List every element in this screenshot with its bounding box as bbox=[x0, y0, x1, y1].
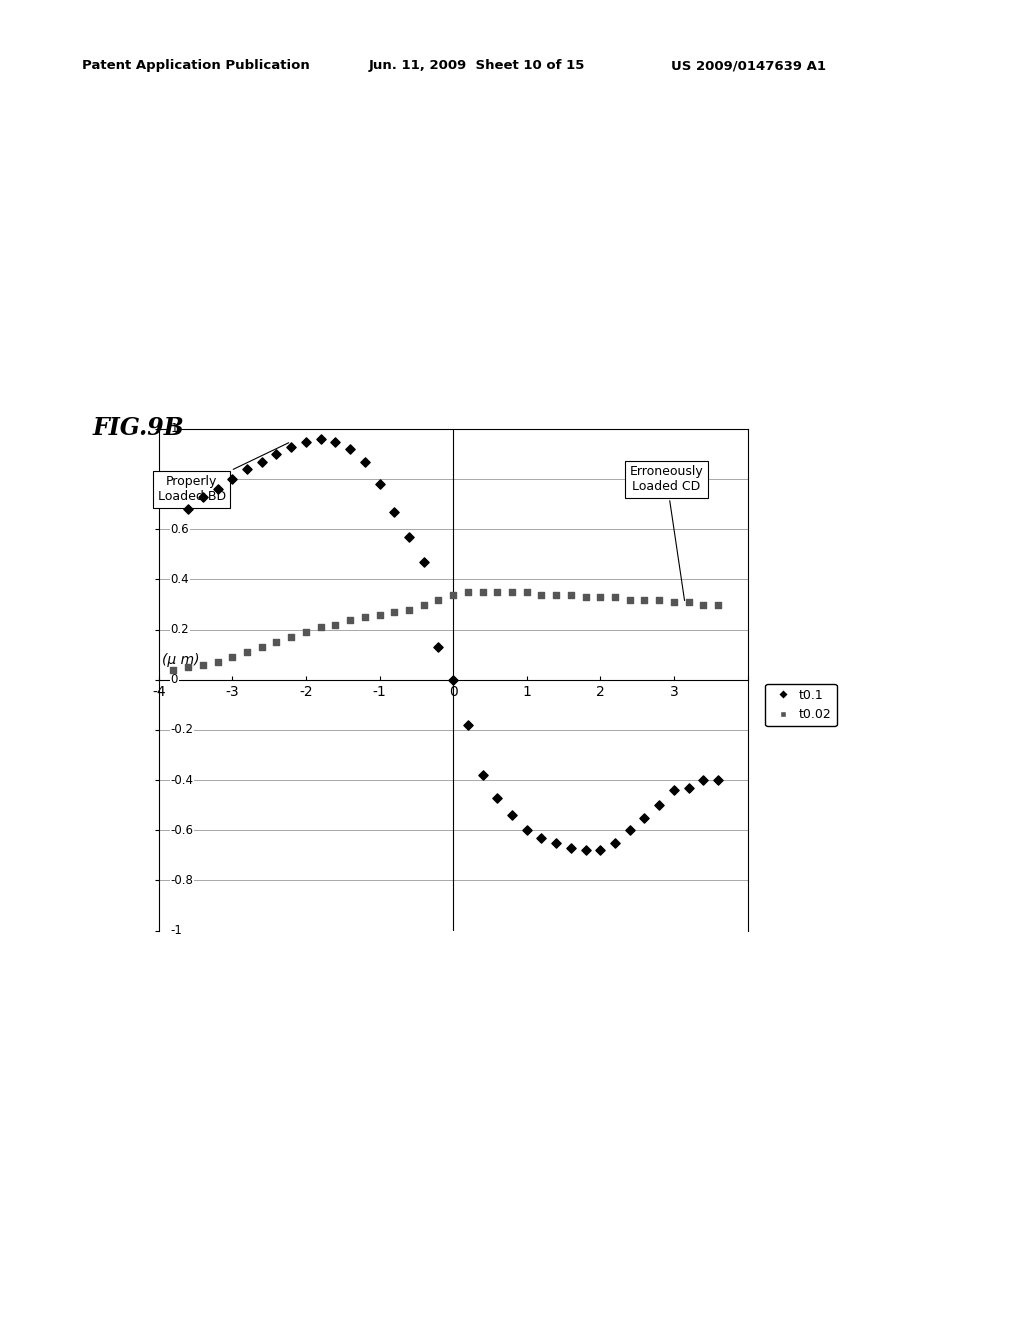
Point bbox=[356, 606, 373, 627]
Point bbox=[195, 655, 211, 676]
Point bbox=[695, 594, 712, 615]
Point bbox=[666, 780, 682, 801]
Point bbox=[268, 631, 285, 652]
Point bbox=[504, 805, 520, 826]
Text: 0.4: 0.4 bbox=[170, 573, 189, 586]
Text: -0.4: -0.4 bbox=[170, 774, 194, 787]
Point bbox=[224, 647, 241, 668]
Point bbox=[534, 583, 550, 605]
Point bbox=[195, 486, 211, 507]
Text: 0.8: 0.8 bbox=[170, 473, 189, 486]
Point bbox=[254, 636, 270, 657]
Point bbox=[312, 429, 329, 450]
Point bbox=[518, 820, 535, 841]
Point bbox=[298, 622, 314, 643]
Point bbox=[666, 591, 682, 612]
Point bbox=[210, 652, 226, 673]
Point bbox=[356, 451, 373, 473]
Text: Properly
Loaded BD: Properly Loaded BD bbox=[158, 442, 289, 503]
Text: 0.2: 0.2 bbox=[170, 623, 189, 636]
Point bbox=[210, 479, 226, 500]
Point bbox=[607, 833, 624, 854]
Point bbox=[548, 833, 564, 854]
Text: US 2009/0147639 A1: US 2009/0147639 A1 bbox=[671, 59, 825, 73]
Point bbox=[563, 583, 580, 605]
Point bbox=[680, 591, 696, 612]
Point bbox=[180, 499, 197, 520]
Point bbox=[578, 586, 594, 607]
Point bbox=[636, 589, 652, 610]
Point bbox=[430, 636, 446, 657]
Point bbox=[504, 581, 520, 602]
Point bbox=[239, 642, 255, 663]
Text: Jun. 11, 2009  Sheet 10 of 15: Jun. 11, 2009 Sheet 10 of 15 bbox=[369, 59, 585, 73]
Point bbox=[298, 430, 314, 451]
Text: FIG.9B: FIG.9B bbox=[92, 416, 184, 440]
Point bbox=[268, 444, 285, 465]
Point bbox=[283, 436, 299, 457]
Point bbox=[710, 594, 726, 615]
Point bbox=[636, 807, 652, 829]
Point bbox=[165, 659, 181, 680]
Text: -1: -1 bbox=[170, 924, 182, 937]
Text: Patent Application Publication: Patent Application Publication bbox=[82, 59, 309, 73]
Point bbox=[518, 581, 535, 602]
Point bbox=[474, 581, 490, 602]
Point bbox=[416, 594, 432, 615]
Point bbox=[386, 502, 402, 523]
Point bbox=[444, 669, 461, 690]
Point bbox=[651, 795, 668, 816]
Point bbox=[489, 581, 506, 602]
Point bbox=[474, 764, 490, 785]
Point bbox=[400, 599, 417, 620]
Point bbox=[372, 474, 388, 495]
Text: 0.6: 0.6 bbox=[170, 523, 189, 536]
Point bbox=[312, 616, 329, 638]
Point bbox=[548, 583, 564, 605]
Point bbox=[416, 552, 432, 573]
Point bbox=[239, 458, 255, 479]
Text: Erroneously
Loaded CD: Erroneously Loaded CD bbox=[630, 465, 703, 601]
Text: -0.8: -0.8 bbox=[170, 874, 194, 887]
Point bbox=[180, 657, 197, 678]
Point bbox=[592, 586, 608, 607]
Point bbox=[400, 527, 417, 548]
Point bbox=[460, 714, 476, 735]
Point bbox=[386, 602, 402, 623]
Text: -0.2: -0.2 bbox=[170, 723, 194, 737]
Text: 1: 1 bbox=[170, 422, 178, 436]
Point bbox=[622, 589, 638, 610]
Point bbox=[578, 840, 594, 861]
Point bbox=[328, 614, 344, 635]
Point bbox=[607, 586, 624, 607]
Point bbox=[592, 840, 608, 861]
Text: -0.6: -0.6 bbox=[170, 824, 194, 837]
Point bbox=[444, 583, 461, 605]
Point bbox=[224, 469, 241, 490]
Point bbox=[622, 820, 638, 841]
Point bbox=[563, 837, 580, 858]
Legend: t0.1, t0.02: t0.1, t0.02 bbox=[765, 684, 837, 726]
Point bbox=[372, 605, 388, 626]
Point bbox=[534, 828, 550, 849]
Point bbox=[460, 581, 476, 602]
Point bbox=[695, 770, 712, 791]
Point bbox=[328, 430, 344, 451]
Point bbox=[489, 787, 506, 808]
Point bbox=[254, 451, 270, 473]
Point bbox=[710, 770, 726, 791]
Text: 0: 0 bbox=[170, 673, 178, 686]
Point bbox=[430, 589, 446, 610]
Point bbox=[342, 438, 358, 459]
Point bbox=[283, 627, 299, 648]
Point bbox=[680, 777, 696, 799]
Point bbox=[342, 609, 358, 630]
Text: (μ m): (μ m) bbox=[163, 653, 200, 668]
Point bbox=[651, 589, 668, 610]
